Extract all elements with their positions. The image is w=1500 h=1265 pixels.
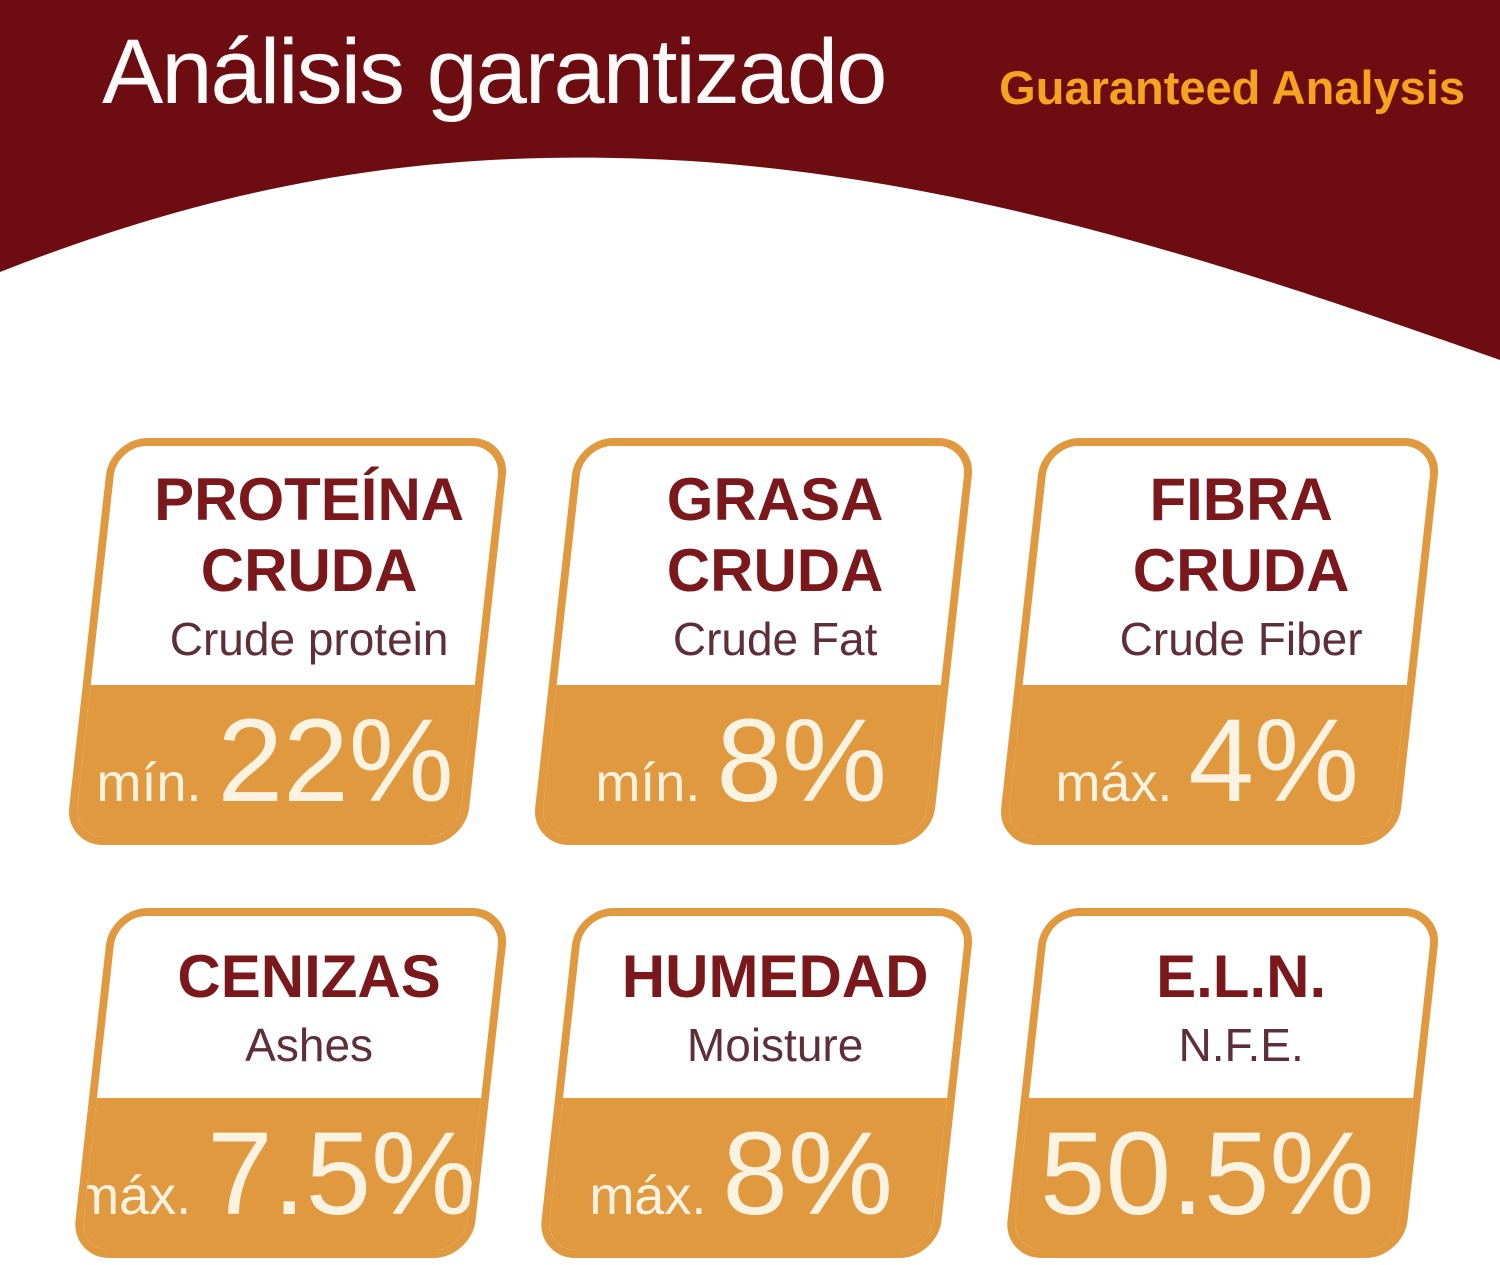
card-subtitle: Crude Fat <box>672 612 878 665</box>
page-subtitle: Guaranteed Analysis <box>999 61 1465 114</box>
value: 8% <box>722 1108 893 1240</box>
value-qualifier: máx. <box>74 1166 192 1226</box>
value-qualifier: mín. <box>96 753 202 813</box>
card-subtitle: Crude Fiber <box>1119 612 1363 665</box>
card-crude-protein: PROTEÍNA CRUDA Crude protein mín. 22% <box>65 438 511 845</box>
card-title: CENIZAS <box>177 943 441 1011</box>
card-title: E.L.N. <box>1156 943 1327 1011</box>
card-subtitle: Moisture <box>686 1018 864 1071</box>
card-crude-fat: GRASA CRUDA Crude Fat mín. 8% <box>531 438 976 845</box>
card-subtitle: Ashes <box>245 1018 374 1071</box>
card-ashes: CENIZAS Ashes máx. 7.5% <box>71 908 510 1258</box>
card-title: HUMEDAD <box>621 943 929 1011</box>
card-title-line2: CRUDA <box>200 537 418 605</box>
value: 22% <box>217 695 454 827</box>
analysis-cards-grid: PROTEÍNA CRUDA Crude protein mín. 22% GRA… <box>65 438 1442 1258</box>
card-title-line2: CRUDA <box>666 537 884 605</box>
card-title: FIBRA <box>1149 466 1333 534</box>
value-qualifier: máx. <box>589 1166 707 1226</box>
card-subtitle: Crude protein <box>169 612 449 665</box>
value-qualifier: mín. <box>595 753 701 813</box>
value-qualifier: máx. <box>1055 753 1173 813</box>
header: Análisis garantizado Guaranteed Analysis <box>0 0 1500 430</box>
value: 50.5% <box>1039 1108 1375 1240</box>
page-title: Análisis garantizado <box>102 21 887 123</box>
value: 7.5% <box>207 1108 477 1240</box>
card-crude-fiber: FIBRA CRUDA Crude Fiber máx. 4% <box>997 438 1442 845</box>
card-moisture: HUMEDAD Moisture máx. 8% <box>537 908 976 1258</box>
card-nfe: E.L.N. N.F.E. 50.5% <box>1003 908 1442 1258</box>
card-title-line2: CRUDA <box>1132 537 1350 605</box>
card-title: GRASA <box>666 466 884 534</box>
header-curve-background <box>0 0 1500 360</box>
value: 4% <box>1188 695 1359 827</box>
card-subtitle: N.F.E. <box>1178 1018 1304 1071</box>
card-title: PROTEÍNA <box>154 466 465 534</box>
value: 8% <box>716 695 887 827</box>
